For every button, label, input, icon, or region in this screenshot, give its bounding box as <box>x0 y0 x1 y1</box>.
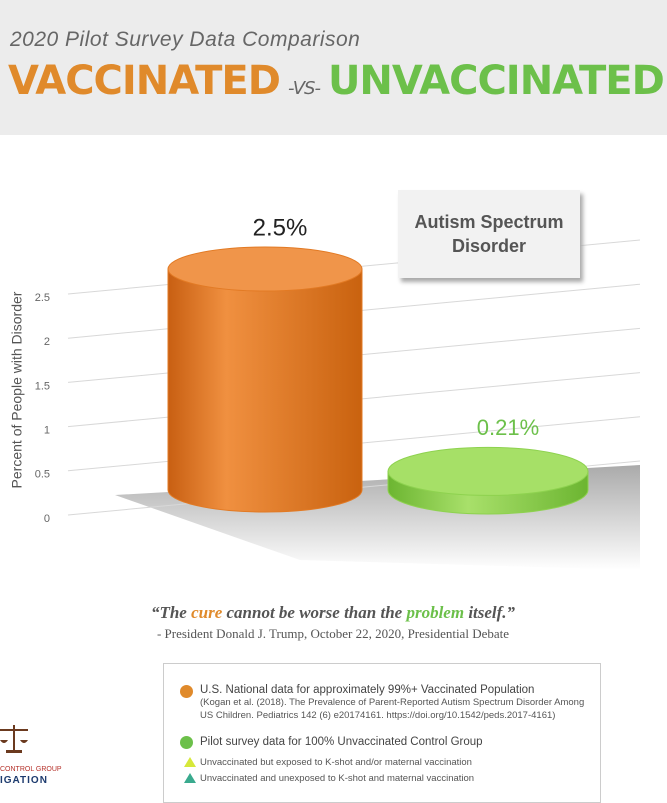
cylinder-top <box>167 246 363 292</box>
cylinder <box>167 268 363 513</box>
legend-note: (Kogan et al. (2018). The Prevalence of … <box>200 697 585 721</box>
legend-subitem: Unvaccinated but exposed to K-shot and/o… <box>200 757 472 768</box>
logo: CONTROL GROUP IGATION <box>0 722 62 789</box>
headline: VACCINATED -VS- UNVACCINATED <box>8 58 665 104</box>
legend: U.S. National data for approximately 99%… <box>163 663 601 803</box>
y-axis-label: Percent of People with Disorder <box>9 291 25 488</box>
y-tick-label: 0.5 <box>35 469 50 481</box>
headline-right: UNVACCINATED <box>327 58 665 104</box>
logo-text: CONTROL GROUP <box>0 766 62 773</box>
y-tick-label: 2.5 <box>35 292 50 304</box>
y-tick-label: 1.5 <box>35 380 50 392</box>
y-tick-label: 1 <box>44 425 50 437</box>
subtitle: 2020 Pilot Survey Data Comparison <box>10 28 361 51</box>
quote: “The cure cannot be worse than the probl… <box>0 603 667 623</box>
legend-text: U.S. National data for approximately 99%… <box>200 684 535 696</box>
chart: Percent of People with Disorder 0 0.5 1 1.5… <box>9 214 641 570</box>
headline-middle: -VS- <box>287 78 321 99</box>
y-tick-label: 2 <box>44 336 50 348</box>
quote-part: itself.” <box>464 603 516 622</box>
cylinder-top <box>387 446 589 496</box>
chart-title: Autism Spectrum Disorder <box>398 190 580 278</box>
legend-item: U.S. National data for approximately 99%… <box>200 684 590 722</box>
logo-text: IGATION <box>0 775 48 786</box>
header <box>0 0 667 135</box>
legend-dot <box>180 685 193 698</box>
legend-subitem: Unvaccinated and unexposed to K-shot and… <box>200 773 475 784</box>
quote-part: “The <box>150 603 192 622</box>
quote-part: cure <box>191 603 223 622</box>
legend-dot <box>180 736 193 749</box>
value-label: 0.21% <box>477 415 539 440</box>
quote-part: problem <box>406 603 465 622</box>
headline-left: VACCINATED <box>8 58 281 104</box>
legend-triangle <box>184 757 196 767</box>
y-tick-label: 0 <box>44 513 50 525</box>
value-label: 2.5% <box>253 214 308 241</box>
legend-triangle <box>184 773 196 783</box>
quote-part: cannot be worse than the <box>222 603 407 622</box>
logo-icon <box>0 725 28 753</box>
attribution: - President Donald J. Trump, October 22,… <box>156 626 510 641</box>
legend-text: Pilot survey data for 100% Unvaccinated … <box>200 736 483 748</box>
